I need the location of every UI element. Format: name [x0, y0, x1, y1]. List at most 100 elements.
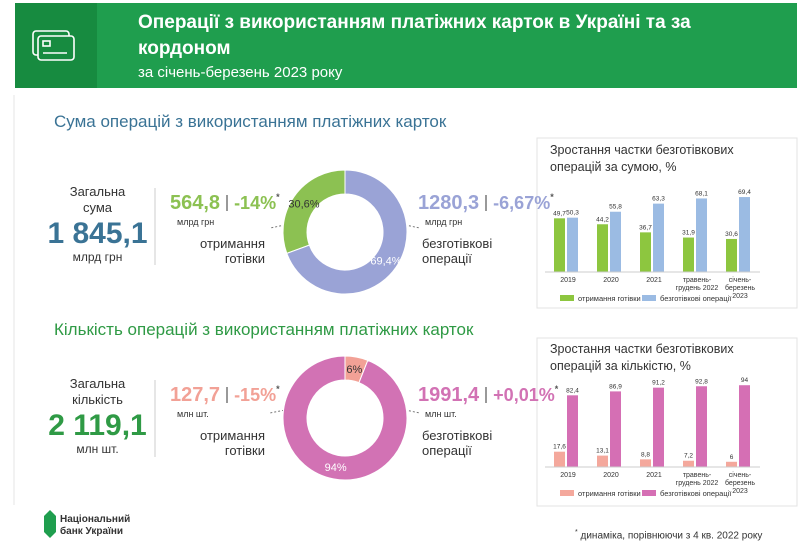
header-band: [15, 3, 797, 88]
bar: [739, 385, 750, 467]
donut-segment: [282, 355, 408, 481]
bar: [640, 232, 651, 272]
bar-label: 6: [730, 454, 734, 461]
bar-label: 36,7: [639, 224, 652, 231]
card: [536, 137, 798, 309]
note-text: динаміка, порівнюючи з 4 кв. 2022 року: [580, 530, 763, 542]
logo-mark: [44, 510, 56, 538]
footnote: * динаміка, порівнюючи з 4 кв. 2022 року: [575, 529, 762, 541]
bar-label: 63,3: [652, 196, 665, 203]
chart-title: Зростання частки безготівкових операцій …: [550, 143, 734, 174]
bar-label: 17,6: [553, 444, 566, 451]
total-label: Загальна кількість: [69, 376, 126, 407]
bar: [567, 217, 578, 272]
bar: [640, 459, 651, 467]
bar-label: 50,3: [566, 210, 579, 217]
stat-value: 127,7: [170, 384, 221, 406]
donut-label: 6%: [346, 364, 362, 376]
stat-label: отримання готівки: [200, 236, 265, 266]
x-tick-label: травень-грудень 2022: [675, 472, 719, 487]
bar: [683, 237, 694, 272]
section-title: Кількість операцій з використанням платі…: [54, 320, 474, 339]
stat-value: 1280,3: [418, 192, 480, 214]
bar-label: 31,9: [682, 230, 695, 237]
bar-label: 8,8: [641, 451, 650, 458]
bar-label: 68,1: [695, 190, 708, 197]
legend-swatch: [560, 490, 574, 496]
bar: [739, 197, 750, 272]
bar-label: 92,8: [695, 378, 708, 385]
separator: [226, 387, 229, 403]
bar: [726, 238, 737, 272]
bar: [653, 387, 664, 467]
x-tick-label: травень-грудень 2022: [675, 277, 719, 292]
bar: [683, 460, 694, 467]
bar-label: 49,7: [553, 210, 566, 217]
stat-unit: млн шт.: [177, 409, 209, 419]
stat-unit: млрд грн: [177, 217, 215, 227]
bar-label: 69,4: [738, 189, 751, 196]
bar: [567, 395, 578, 467]
chart-title: Зростання частки безготівкових операцій …: [550, 342, 734, 373]
total-unit: млрд грн: [72, 250, 123, 264]
bar: [653, 203, 664, 272]
bar-label: 7,2: [684, 453, 693, 460]
bar: [610, 391, 621, 467]
card-icon: [32, 30, 75, 61]
legend-swatch: [642, 295, 656, 301]
stat: 1991,4 +0,01%*: [418, 384, 558, 407]
bar: [554, 451, 565, 467]
separator: [485, 387, 488, 403]
stat-label: безготівкові операції: [422, 236, 493, 266]
bar: [696, 386, 707, 467]
legend-label: отримання готівки: [578, 294, 641, 303]
bar-label: 55,8: [609, 204, 622, 211]
title: Операції з використанням платіжних карто…: [138, 12, 691, 59]
bar: [597, 455, 608, 467]
x-tick-label: 2020: [603, 277, 619, 284]
donut-label: 69,4%: [370, 256, 401, 268]
stat-change: -14%: [234, 193, 277, 213]
legend-swatch: [560, 295, 574, 301]
legend-label: безготівкові операції: [660, 294, 732, 303]
x-tick-label: 2021: [646, 472, 662, 479]
card: [536, 337, 798, 507]
stat-label: безготівкові операції: [422, 428, 493, 458]
note-mark: *: [550, 192, 554, 202]
stat-change: -6,67%: [493, 193, 551, 213]
x-tick-label: 2019: [560, 472, 576, 479]
stat: 564,8 -14%*: [170, 192, 280, 215]
bar-label: 30,6: [725, 231, 738, 238]
separator: [226, 195, 229, 211]
stat-value: 1991,4: [418, 384, 480, 406]
donut-segment: [282, 169, 346, 255]
donut-segment: [286, 169, 408, 295]
separator: [485, 195, 488, 211]
note-mark: *: [575, 529, 578, 536]
logo-text: Національний банк України: [60, 514, 131, 537]
bar: [726, 461, 737, 467]
bar-label: 91,2: [652, 380, 665, 387]
subtitle: за січень-березень 2023 року: [138, 64, 343, 81]
bar-label: 86,9: [609, 383, 622, 390]
bar-label: 13,1: [596, 448, 609, 455]
x-tick-label: січень-березень 2023: [725, 277, 755, 300]
bar: [554, 218, 565, 272]
bar-label: 82,4: [566, 387, 579, 394]
bar-label: 44,2: [596, 216, 609, 223]
note-mark: *: [276, 384, 280, 394]
stat-label: отримання готівки: [200, 428, 265, 458]
x-tick-label: 2020: [603, 472, 619, 479]
legend-swatch: [642, 490, 656, 496]
stat-unit: млн шт.: [425, 409, 457, 419]
bar-label: 94: [741, 377, 749, 384]
x-tick-label: січень-березень 2023: [725, 472, 755, 495]
total-unit: млн шт.: [76, 442, 119, 456]
stat: 127,7 -15%*: [170, 384, 280, 407]
stat-change: -15%: [234, 385, 277, 405]
stat-value: 564,8: [170, 192, 221, 214]
bar: [696, 198, 707, 272]
donut-label: 30,6%: [288, 198, 319, 210]
total-value: 2 119,1: [48, 409, 147, 442]
